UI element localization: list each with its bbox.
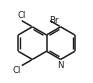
Text: Br: Br xyxy=(49,16,59,25)
Text: Cl: Cl xyxy=(17,11,25,20)
Text: Cl: Cl xyxy=(13,66,21,75)
Text: N: N xyxy=(57,62,64,70)
